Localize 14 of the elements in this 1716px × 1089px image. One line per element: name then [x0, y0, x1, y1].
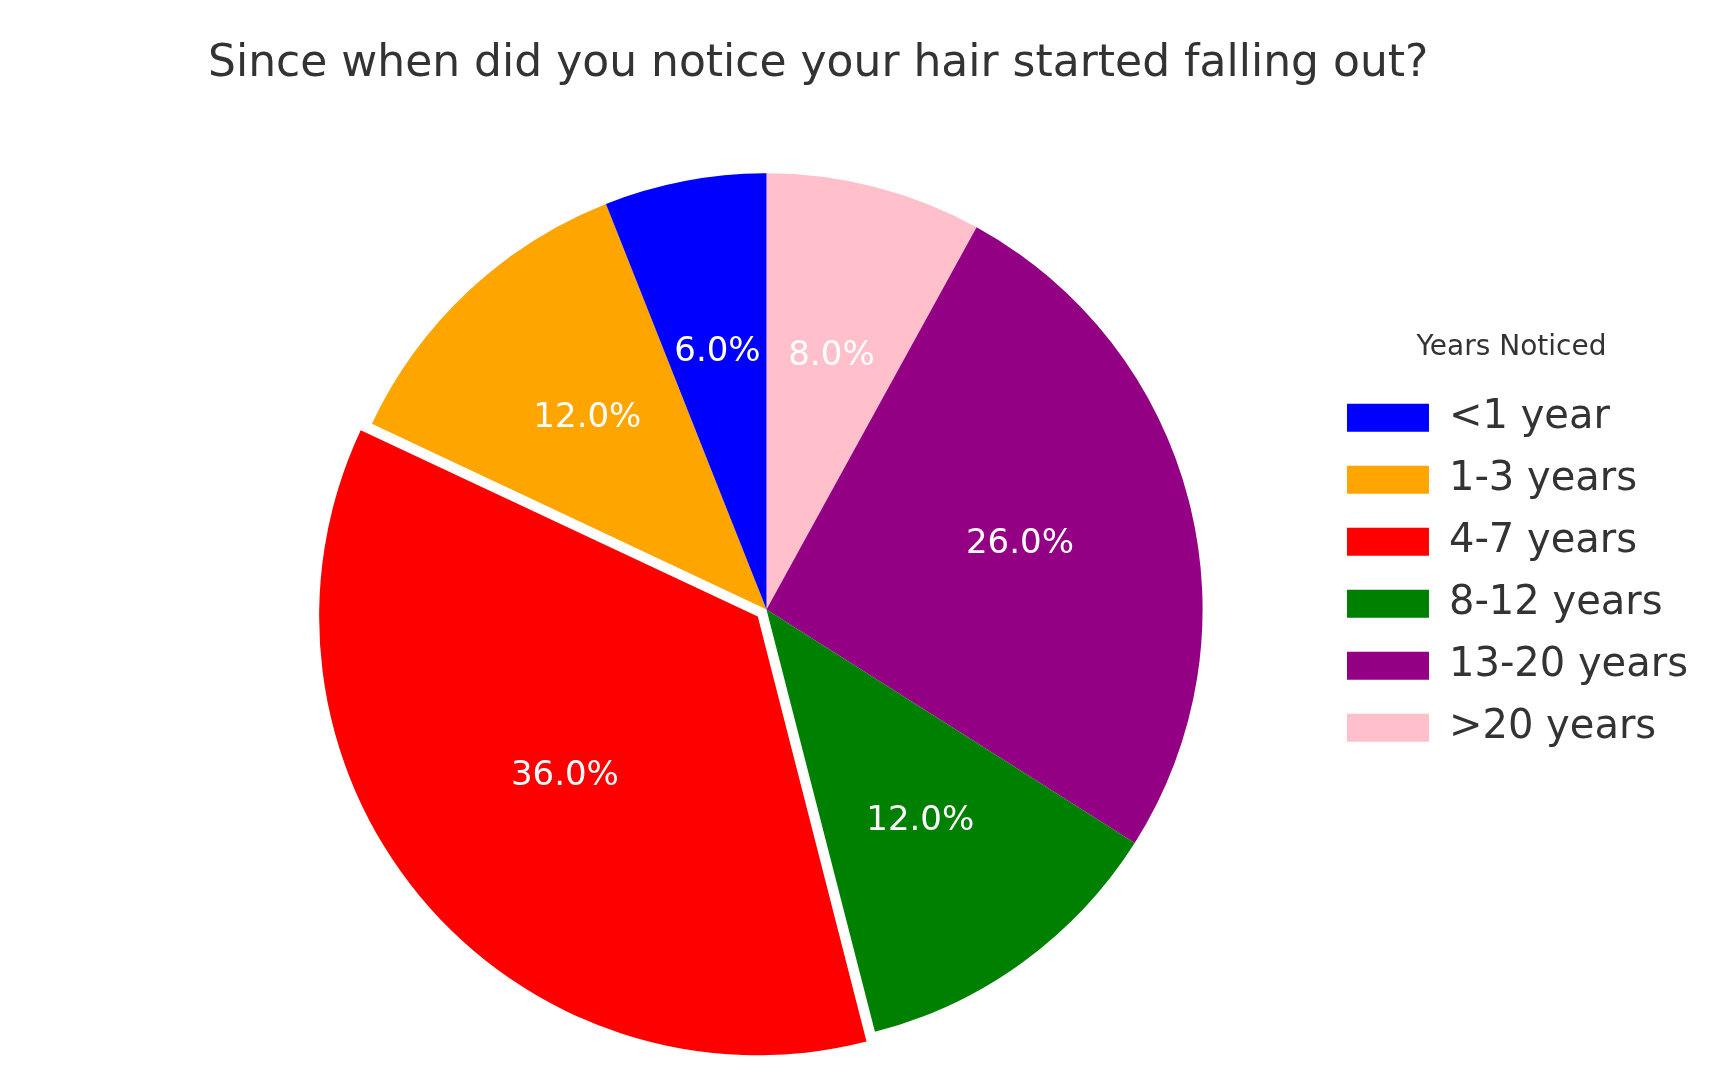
legend-label: 1-3 years — [1448, 453, 1638, 500]
legend-label: 8-12 years — [1448, 577, 1663, 624]
legend-title: Years Noticed — [1415, 329, 1607, 363]
data-label: 8.0% — [788, 332, 875, 373]
data-label: 12.0% — [866, 797, 975, 838]
legend-label: 4-7 years — [1448, 515, 1638, 562]
legend-label: 13-20 years — [1448, 639, 1689, 686]
legend-label: >20 years — [1448, 701, 1657, 748]
data-label: 6.0% — [674, 329, 761, 370]
data-label: 36.0% — [510, 753, 619, 794]
chart-title: Since when did you notice your hair started falling out? — [208, 34, 1429, 86]
legend-label: <1 year — [1448, 391, 1611, 438]
data-label: 12.0% — [533, 395, 642, 436]
data-label: 26.0% — [965, 521, 1074, 562]
